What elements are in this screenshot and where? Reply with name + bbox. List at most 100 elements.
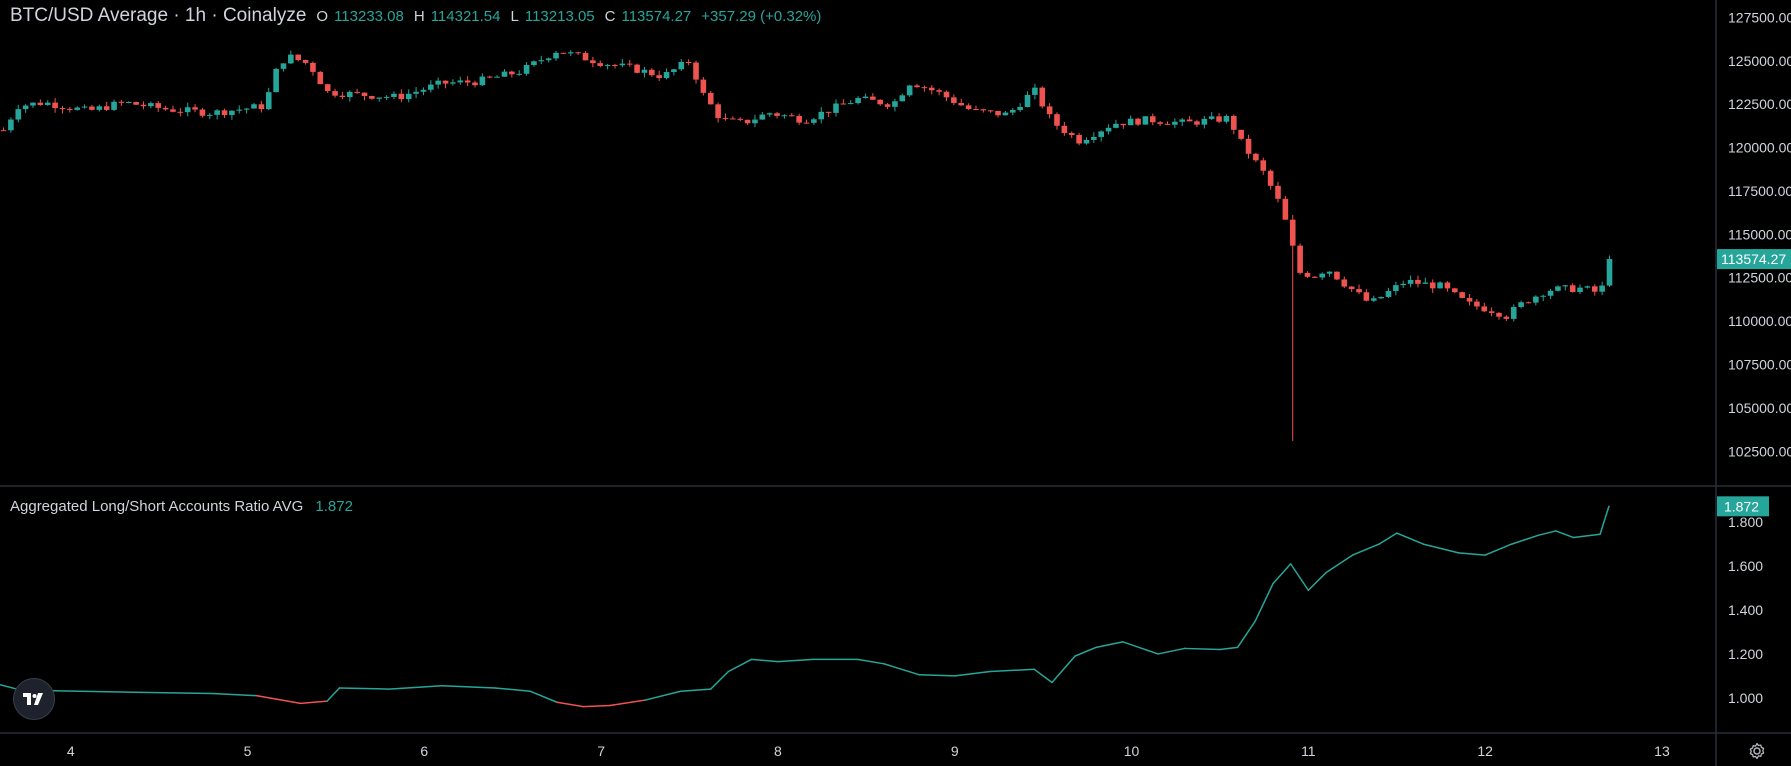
candle-body [958, 102, 965, 106]
last-price-label: 113574.27 [1721, 251, 1786, 267]
ratio-segment [255, 694, 302, 705]
tradingview-logo-icon[interactable] [13, 678, 55, 720]
candle-body [1312, 276, 1318, 278]
candle-body [855, 98, 861, 104]
price-tick-label: 107500.00 [1728, 357, 1791, 373]
candle-body [759, 114, 766, 120]
candle-body [302, 60, 309, 63]
candle-body [862, 96, 869, 99]
symbol-title[interactable]: BTC/USD Average · 1h · Coinalyze [10, 5, 307, 26]
ratio-line [0, 505, 1610, 708]
candle-body [634, 64, 640, 73]
candle-body [1466, 297, 1473, 302]
candle-body [1393, 285, 1399, 292]
candle-body [96, 106, 103, 110]
candle-body [280, 63, 287, 69]
candle-body [1385, 291, 1392, 297]
candle-body [1348, 286, 1355, 290]
candle-body [339, 95, 346, 98]
ratio-segment [1351, 543, 1380, 556]
candle-body [103, 106, 110, 110]
candle-body [37, 102, 44, 105]
candle-body [148, 103, 154, 107]
candle-body [1172, 121, 1178, 125]
candle-body [870, 96, 876, 100]
candle-body [1459, 292, 1465, 298]
candle-body [442, 80, 449, 84]
time-axis[interactable]: 4 5 6 7 8 9 10 11 12 13 [67, 743, 1670, 759]
candle-body [847, 103, 854, 105]
settings-icon[interactable] [1748, 742, 1766, 760]
indicator-value: 1.872 [315, 498, 353, 515]
candle-body [656, 75, 662, 79]
ratio-segment [1599, 505, 1610, 535]
candle-body [1510, 306, 1517, 319]
candle-body [44, 102, 51, 105]
candle-body [170, 109, 176, 112]
ratio-segment [1555, 530, 1575, 539]
candle-body [523, 65, 530, 74]
ratio-segment [727, 658, 753, 673]
candle-body [803, 122, 810, 124]
candle-body [1105, 127, 1112, 132]
candle-body [833, 103, 839, 113]
candle-body [707, 92, 714, 105]
candle-body [818, 111, 825, 120]
indicator-title[interactable]: Aggregated Long/Short Accounts Ratio AVG [10, 498, 304, 515]
candle-body [332, 91, 338, 96]
candle-body [1569, 285, 1576, 292]
ratio-segment [644, 690, 682, 701]
ratio-segment [1254, 582, 1274, 622]
price-tick-label: 102500.00 [1728, 443, 1791, 459]
candle-body [405, 93, 412, 100]
candle-body [965, 105, 972, 110]
ratio-segment [582, 704, 611, 708]
candle-body [1297, 245, 1303, 273]
candle-body [1179, 119, 1186, 122]
ratio-segment [1095, 641, 1124, 649]
ratio-segment [710, 670, 730, 690]
price-axis[interactable]: 127500.00 125000.00 122500.00 120000.00 1175… [1717, 9, 1791, 706]
candle-body [1525, 302, 1532, 304]
candle-body [1068, 132, 1075, 136]
ratio-segment [1378, 532, 1398, 545]
candle-body [317, 71, 324, 85]
low-key: L [510, 8, 519, 25]
close-value: 113574.27 [621, 8, 692, 25]
ratio-segment [1219, 646, 1239, 651]
candle-body [1260, 160, 1267, 171]
candle-body [936, 90, 942, 92]
candle-body [1216, 116, 1222, 122]
ratio-segment [388, 685, 443, 690]
candle-body [766, 113, 773, 115]
candle-body [1577, 287, 1583, 292]
candle-body [553, 52, 559, 59]
high-value: 114321.54 [430, 8, 501, 25]
candle-body [1341, 279, 1348, 287]
candle-body [1024, 94, 1031, 107]
candle-body [221, 110, 228, 116]
candle-body [486, 76, 493, 78]
candle-body [626, 63, 633, 65]
candle-body [59, 108, 66, 110]
candle-body [1230, 115, 1237, 130]
price-tick-label: 110000.00 [1728, 313, 1791, 329]
candle-body [243, 108, 250, 110]
candle-body [30, 102, 36, 106]
candle-body [641, 69, 648, 73]
candle-body [1488, 311, 1495, 313]
candle-body [825, 111, 832, 113]
candle-body [1452, 288, 1458, 293]
candle-body [346, 91, 353, 98]
time-tick-label: 10 [1124, 743, 1140, 759]
candle-body [582, 53, 589, 61]
candle-body [1518, 302, 1524, 307]
candle-body [207, 114, 213, 116]
ratio-segment [777, 658, 815, 663]
candle-body [693, 62, 699, 80]
candle-body [295, 54, 302, 61]
candle-body [1555, 286, 1561, 291]
candle-body [229, 110, 235, 116]
candle-body [1363, 292, 1370, 301]
